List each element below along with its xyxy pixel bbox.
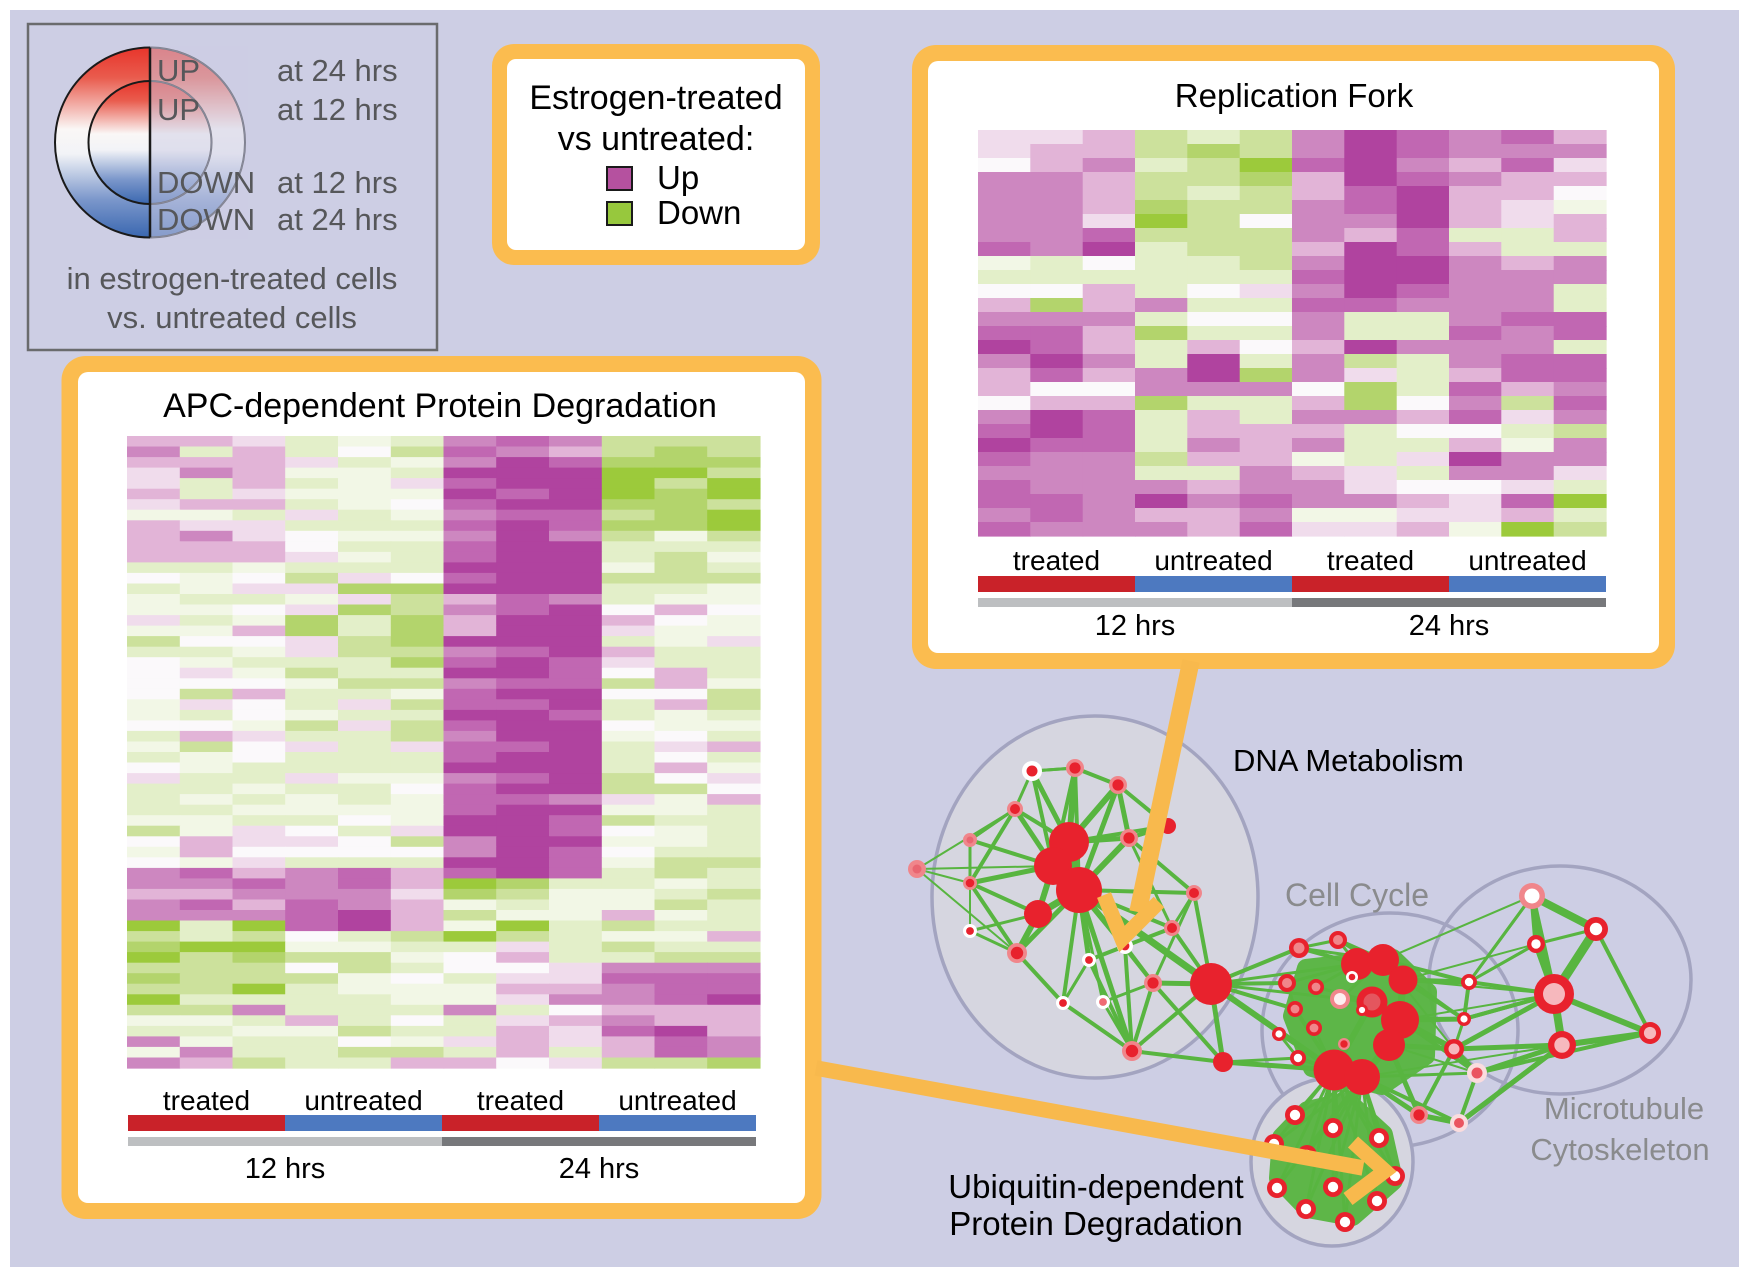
svg-text:treated: treated: [1327, 545, 1414, 576]
svg-text:untreated: untreated: [618, 1085, 736, 1116]
svg-text:Estrogen-treated: Estrogen-treated: [529, 79, 782, 117]
svg-text:vs untreated:: vs untreated:: [558, 120, 755, 158]
svg-text:Microtubule: Microtubule: [1544, 1091, 1704, 1126]
svg-text:DOWN: DOWN: [157, 165, 255, 200]
svg-text:Ubiquitin-dependent: Ubiquitin-dependent: [948, 1168, 1243, 1205]
svg-text:Down: Down: [657, 194, 741, 231]
svg-text:12 hrs: 12 hrs: [1095, 610, 1176, 642]
svg-text:untreated: untreated: [1154, 545, 1272, 576]
svg-text:DNA Metabolism: DNA Metabolism: [1233, 743, 1464, 778]
svg-text:UP: UP: [157, 92, 200, 127]
svg-text:APC-dependent Protein Degradat: APC-dependent Protein Degradation: [163, 387, 717, 425]
svg-text:in estrogen-treated cells: in estrogen-treated cells: [67, 261, 398, 296]
svg-text:untreated: untreated: [1468, 545, 1586, 576]
svg-text:treated: treated: [477, 1085, 564, 1116]
svg-text:treated: treated: [163, 1085, 250, 1116]
svg-text:12 hrs: 12 hrs: [245, 1153, 326, 1185]
svg-text:at 12 hrs: at 12 hrs: [277, 92, 398, 127]
svg-text:at 12 hrs: at 12 hrs: [277, 165, 398, 200]
svg-text:at 24 hrs: at 24 hrs: [277, 202, 398, 237]
svg-text:vs. untreated cells: vs. untreated cells: [107, 300, 357, 335]
svg-text:UP: UP: [157, 53, 200, 88]
svg-text:Replication Fork: Replication Fork: [1175, 77, 1414, 114]
svg-text:24 hrs: 24 hrs: [559, 1153, 640, 1185]
svg-text:24 hrs: 24 hrs: [1409, 610, 1490, 642]
svg-text:DOWN: DOWN: [157, 202, 255, 237]
svg-text:at 24 hrs: at 24 hrs: [277, 53, 398, 88]
svg-text:untreated: untreated: [304, 1085, 422, 1116]
svg-text:treated: treated: [1013, 545, 1100, 576]
svg-text:Cell Cycle: Cell Cycle: [1285, 877, 1429, 913]
svg-text:Cytoskeleton: Cytoskeleton: [1530, 1132, 1709, 1167]
svg-text:Up: Up: [657, 159, 699, 196]
svg-text:Protein Degradation: Protein Degradation: [949, 1205, 1243, 1242]
